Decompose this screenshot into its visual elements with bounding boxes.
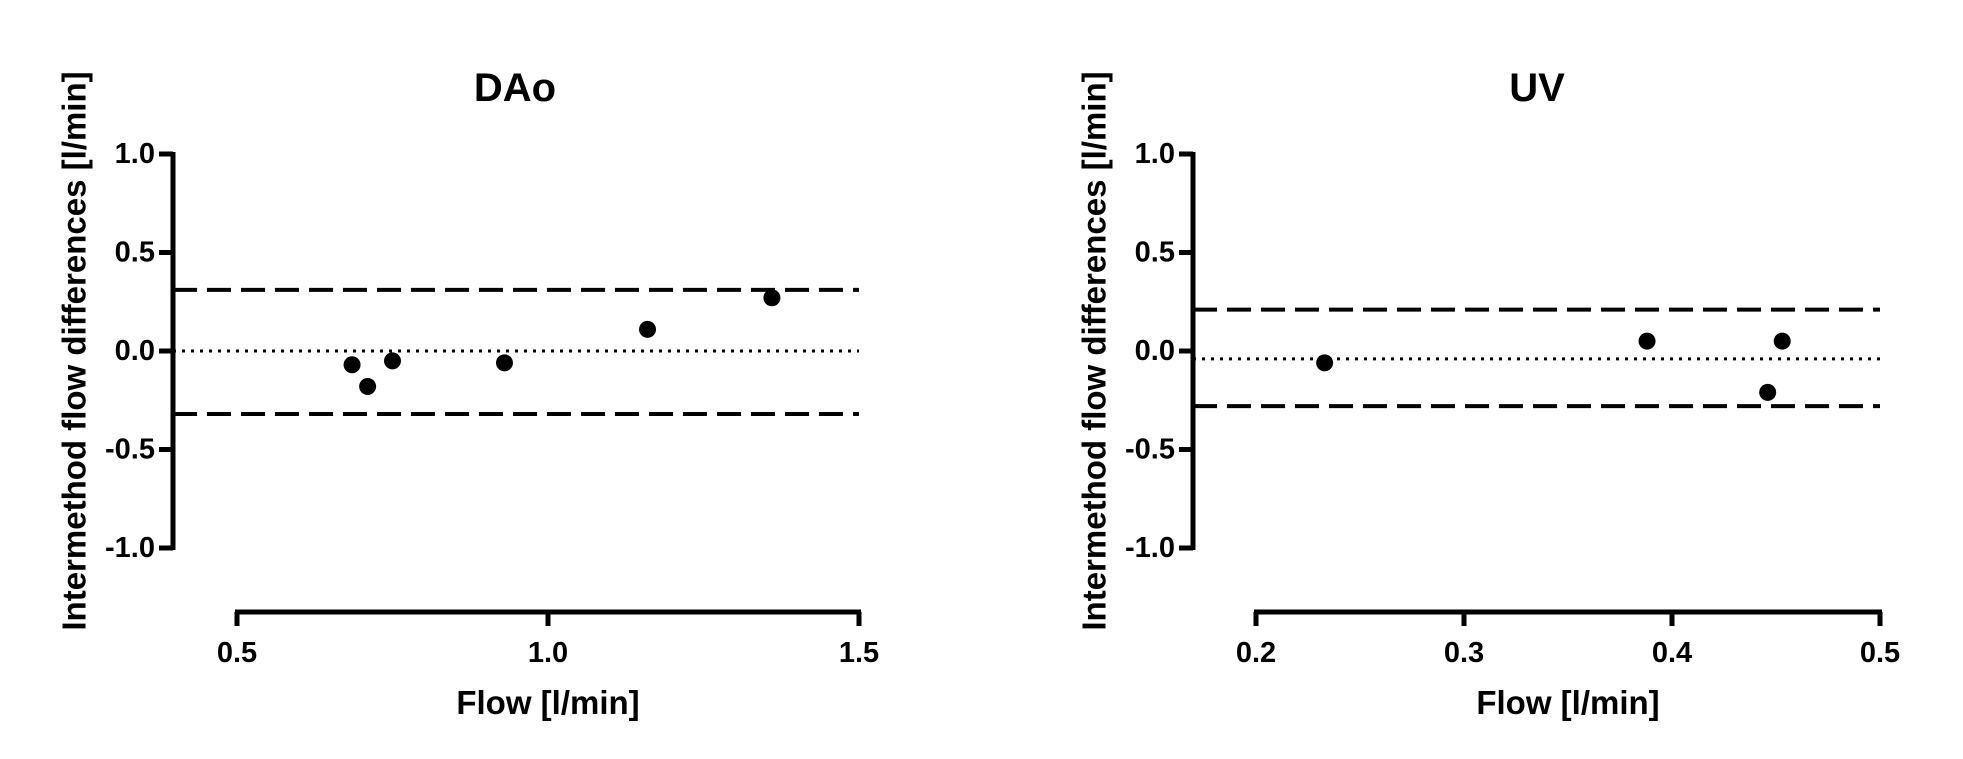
data-point [359, 377, 377, 395]
y-tick-label: -1.0 [105, 532, 155, 564]
data-point [1638, 332, 1656, 350]
x-tick-label: 0.2 [1236, 637, 1276, 669]
x-tick-label: 1.0 [528, 637, 568, 669]
y-tick-label: -1.0 [1125, 532, 1175, 564]
data-point [343, 356, 361, 374]
y-tick-label: 1.0 [115, 138, 155, 170]
y-axis-label: Intermethod flow differences [l/min] [1076, 71, 1113, 630]
y-tick-label: -0.5 [105, 434, 155, 466]
chart-panel-dao: DAo Flow [l/min] Intermethod flow differ… [56, 66, 880, 721]
x-tick-label: 1.5 [839, 637, 879, 669]
x-tick-label: 0.5 [217, 637, 257, 669]
data-point [639, 320, 657, 338]
data-point [495, 354, 513, 372]
x-tick-label: 0.3 [1444, 637, 1484, 669]
y-tick-label: 0.0 [1135, 335, 1175, 367]
data-point [1316, 354, 1334, 372]
data-point [763, 289, 781, 307]
x-tick-label: 0.4 [1652, 637, 1692, 669]
y-tick-label: 0.0 [115, 335, 155, 367]
chart-title: DAo [474, 66, 556, 110]
y-tick-label: 1.0 [1135, 138, 1175, 170]
data-point [384, 352, 401, 370]
y-tick-label: -0.5 [1125, 434, 1175, 466]
data-point [1759, 383, 1777, 401]
chart-title: UV [1509, 66, 1565, 110]
chart-panel-uv: UV Flow [l/min] Intermethod flow differe… [1076, 66, 1901, 721]
x-axis-label: Flow [l/min] [456, 684, 639, 721]
y-tick-label: 0.5 [115, 237, 155, 269]
y-tick-label: 0.5 [1135, 237, 1175, 269]
x-axis-label: Flow [l/min] [1476, 684, 1659, 721]
data-point [1773, 332, 1791, 350]
y-axis-label: Intermethod flow differences [l/min] [56, 71, 93, 630]
x-tick-label: 0.5 [1860, 637, 1900, 669]
